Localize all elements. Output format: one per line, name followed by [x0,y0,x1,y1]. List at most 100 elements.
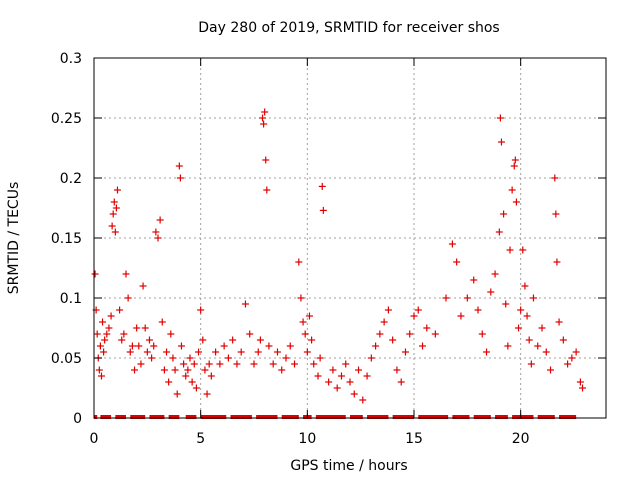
data-point [310,360,318,368]
data-point [152,228,160,236]
data-point [260,120,268,128]
y-tick-label: 0.05 [51,351,82,367]
data-point [199,336,207,344]
y-tick-labels: 0 0.05 0.1 0.15 0.2 0.25 0.3 [51,51,82,427]
data-point [529,294,537,302]
data-point [184,366,192,374]
data-point [282,354,290,362]
zero-value-segment [149,415,165,419]
data-point [128,342,136,350]
data-point [212,348,220,356]
data-point [299,318,307,326]
data-point [555,318,563,326]
data-point [182,372,190,380]
data-point [154,234,162,242]
x-tick-label: 20 [512,431,530,447]
data-point [572,348,580,356]
data-point [512,198,520,206]
data-point [150,342,158,350]
data-point [295,258,303,266]
data-point [491,270,499,278]
data-point [551,174,559,182]
zero-value-segment [185,415,197,419]
data-point [167,330,175,338]
data-point [384,306,392,314]
data-point [508,186,516,194]
data-point [165,378,173,386]
data-point [197,306,205,314]
data-point [139,282,147,290]
data-point [367,354,375,362]
data-point [265,342,273,350]
data-point [559,336,567,344]
data-point [504,342,512,350]
y-tick-label: 0.25 [51,111,82,127]
data-point [517,306,525,314]
data-point [406,330,414,338]
data-point [112,204,120,212]
data-point [380,318,388,326]
data-point [176,174,184,182]
data-point [538,324,546,332]
data-point [314,372,322,380]
data-point [229,336,237,344]
data-point [337,372,345,380]
data-point [483,348,491,356]
data-point [101,336,109,344]
data-point [278,366,286,374]
data-point [148,354,156,362]
data-point [448,240,456,248]
data-point [525,336,533,344]
data-point [105,324,113,332]
zero-value-segment [512,415,534,419]
data-point [124,294,132,302]
data-point [237,348,245,356]
data-point [534,342,542,350]
data-point [552,210,560,218]
x-tick-label: 5 [196,431,205,447]
data-point [318,182,326,190]
data-point [547,366,555,374]
zero-value-segment [230,415,252,419]
tick-marks [93,57,606,419]
data-point [342,360,350,368]
data-point [419,342,427,350]
data-point [414,306,422,314]
data-point [107,312,115,320]
data-point [325,378,333,386]
data-point [372,342,380,350]
data-point [487,288,495,296]
data-point [316,354,324,362]
data-point [286,342,294,350]
data-point [120,330,128,338]
data-point [95,366,103,374]
data-point [201,366,209,374]
data-point [308,336,316,344]
data-point [158,318,166,326]
data-point [241,300,249,308]
data-point [188,378,196,386]
data-point [93,330,101,338]
data-point [135,342,143,350]
data-point [333,384,341,392]
data-point [463,294,471,302]
zero-value-segment [452,415,470,419]
x-axis-label: GPS time / hours [290,458,407,474]
data-point [116,306,124,314]
zero-value-segment [350,415,363,419]
data-point [180,360,188,368]
data-point [527,360,535,368]
data-point [133,324,141,332]
zero-value-segment [281,415,299,419]
data-point [519,246,527,254]
data-point [110,198,118,206]
data-point [453,258,461,266]
zero-value-segment [100,415,112,419]
data-point [401,348,409,356]
x-tick-label: 15 [405,431,423,447]
data-point [263,186,271,194]
data-point [297,294,305,302]
data-point [186,354,194,362]
data-point [205,360,213,368]
